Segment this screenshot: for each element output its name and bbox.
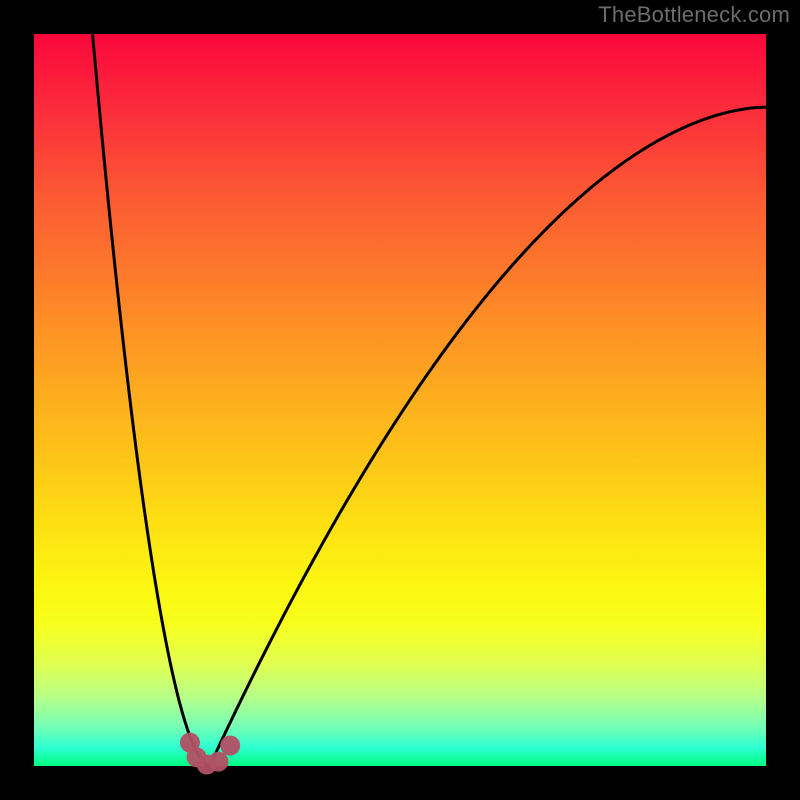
chart-frame: TheBottleneck.com — [0, 0, 800, 800]
bottleneck-chart — [0, 0, 800, 800]
marker-point — [220, 736, 240, 756]
marker-point — [208, 752, 228, 772]
plot-background — [34, 34, 766, 766]
